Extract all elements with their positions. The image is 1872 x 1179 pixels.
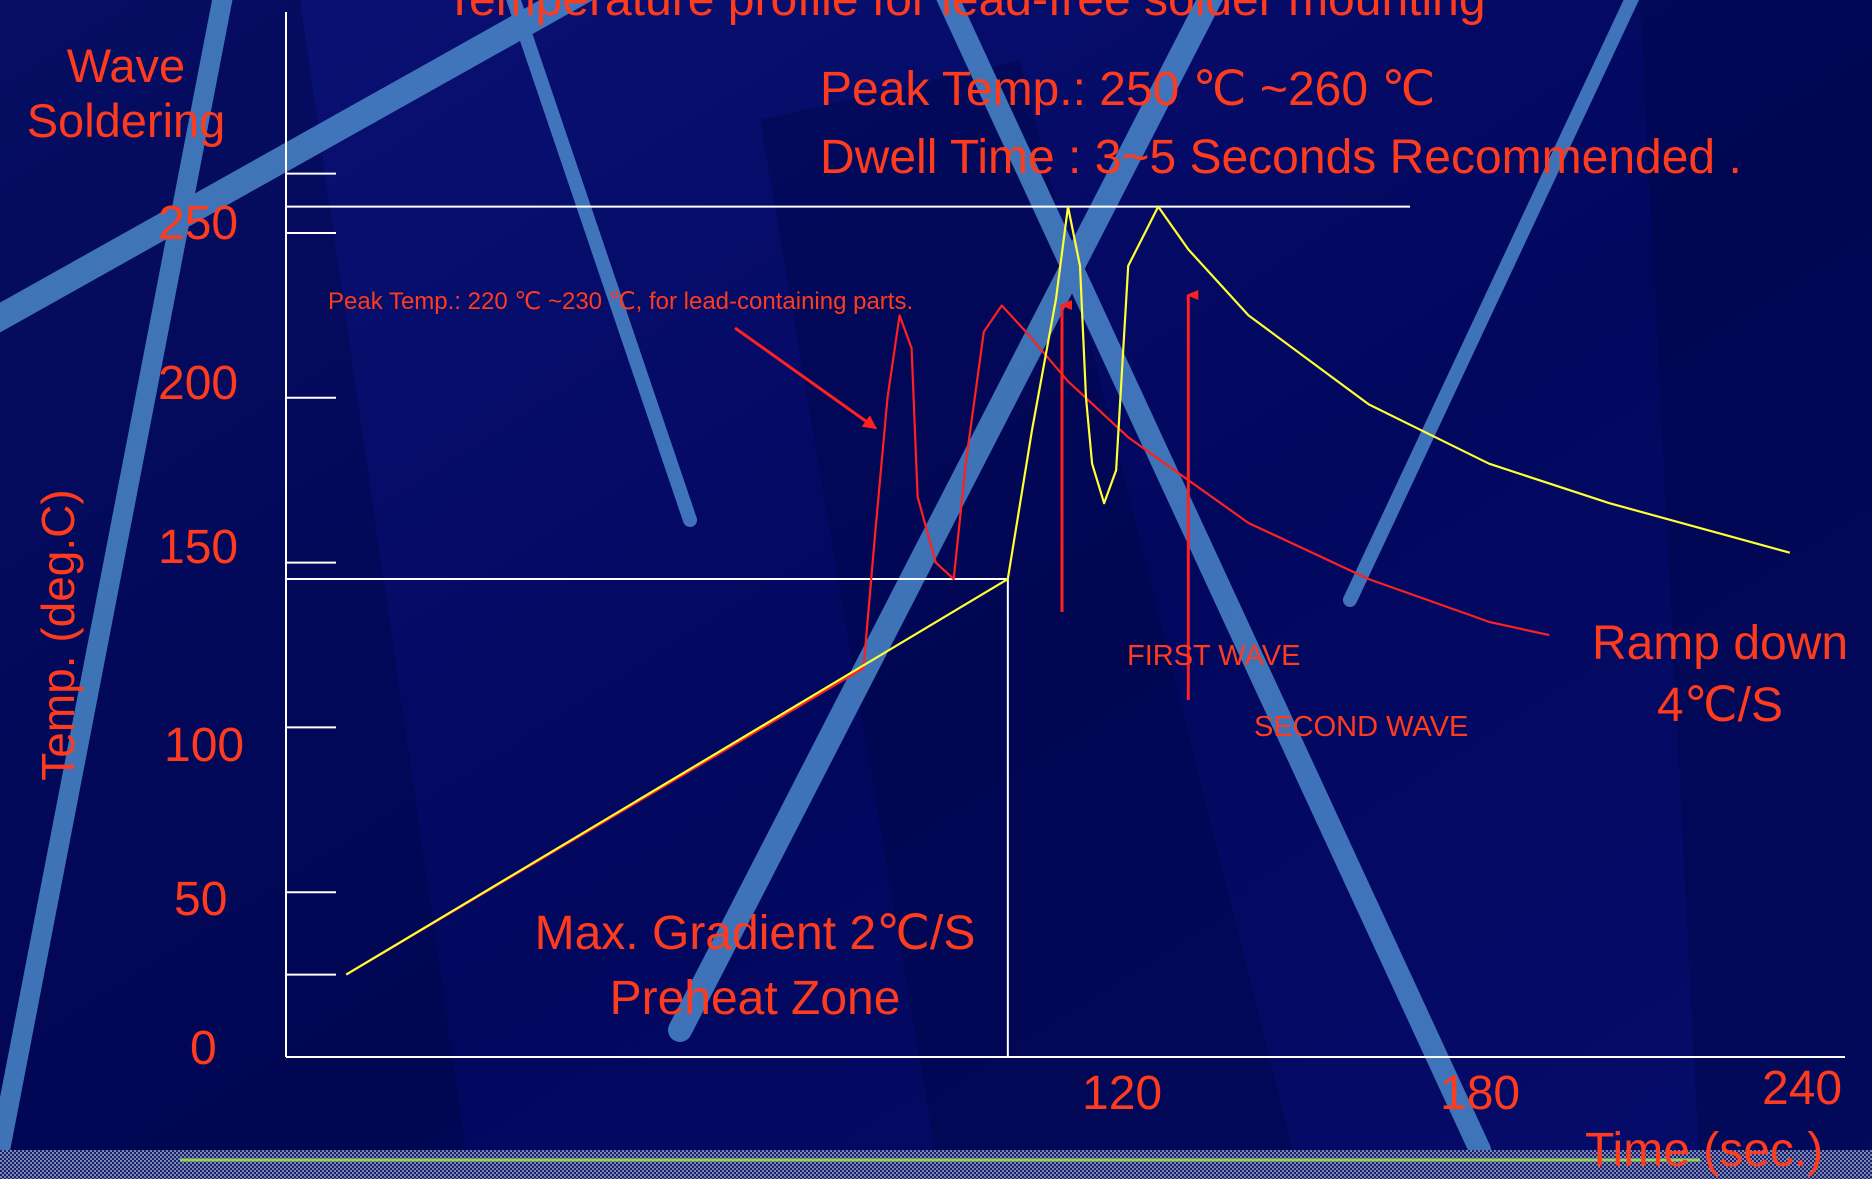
peak-temp-annotation: Peak Temp.: 250 ℃ ~260 ℃ [820,63,1436,116]
ramp-down-rate-label: 4℃/S [1657,679,1783,732]
first-wave-label: FIRST WAVE [1127,640,1301,672]
beam [0,0,594,333]
beam [668,0,1223,1042]
x-tick-label: 180 [1440,1067,1521,1120]
y-tick-label: 150 [158,521,239,574]
y-tick-label: 50 [174,873,228,926]
process-label: Wave Soldering [26,39,226,148]
y-tick-label: 0 [190,1022,217,1075]
bottom-band [0,1150,1872,1179]
x-tick-label: 240 [1762,1062,1843,1115]
beam [936,0,1491,1161]
beam [0,0,233,1160]
x-axis-label: Time (sec.) [1585,1124,1824,1177]
series-layer [345,205,1791,976]
dwell-time-annotation: Dwell Time : 3~5 Seconds Recommended . [820,131,1742,184]
beam [1343,0,1639,607]
decorative-beams [0,0,1639,1161]
y-axis-label: Temp. (deg.C) [32,489,84,781]
x-tick-label: 120 [1082,1067,1163,1120]
second-wave-label: SECOND WAVE [1254,711,1469,743]
arrows [734,290,1199,700]
preheat-zone-label: Preheat Zone [609,972,901,1025]
shadow-shape [1640,0,1872,1179]
y-tick-label: 100 [164,719,245,772]
guide-lines [286,205,1410,1057]
gradient-label: Max. Gradient 2℃/S [534,907,976,960]
shadow-shape [0,0,470,1179]
chart-title: Temperature profile for lead-free solder… [445,0,1486,24]
lead-containing-annotation: Peak Temp.: 220 ℃ ~230 ℃, for lead-conta… [328,288,914,315]
axes [285,12,1845,1058]
y-tick-label: 250 [158,197,239,250]
y-tick-label: 200 [158,357,239,410]
ramp-down-label: Ramp down [1591,617,1849,670]
lead-containing-curve [345,304,1550,976]
beam [506,0,697,527]
lead-note-arrow [734,326,878,430]
lead-free-curve [345,205,1791,976]
